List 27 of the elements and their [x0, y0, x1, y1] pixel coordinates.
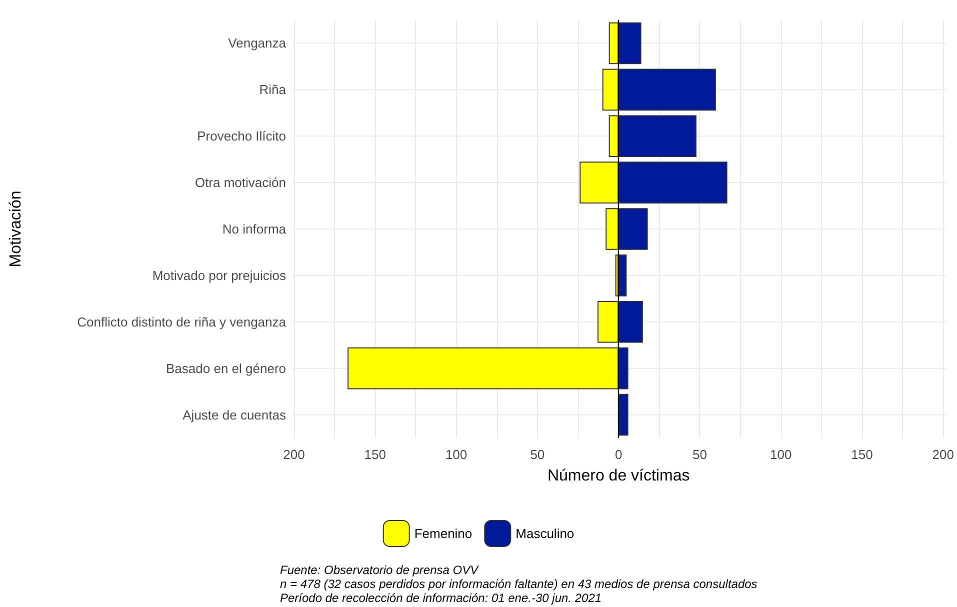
x-tick-label: 50 — [530, 447, 545, 462]
text: Período de recolección de información: 01 ene.-30 jun. 2021 — [280, 591, 603, 605]
bar — [618, 254, 627, 296]
text: n = 478 (32 casos perdidos por información faltante) en 43 medios de prensa consultados — [280, 577, 758, 591]
y-tick-label: Provecho Ilícito — [197, 128, 286, 144]
source-note: Fuente: Observatorio de prensa OVV — [280, 563, 480, 577]
x-tick-label: 50 — [692, 447, 707, 462]
y-tick-label: Venganza — [228, 36, 287, 51]
y-tick-label: Otra motivación — [194, 175, 286, 190]
x-tick-label: 0 — [614, 447, 622, 462]
x-tick-label: 150 — [851, 447, 873, 462]
x-tick-label: 100 — [770, 447, 792, 462]
y-tick-label: Basado en el género — [166, 360, 286, 376]
legend-label: Masculino — [516, 526, 574, 541]
y-axis-title: Motivación — [8, 190, 24, 268]
y-tick-label: Conflicto distinto de riña y venganza — [77, 314, 287, 330]
y-tick-label: Motivado por prejuicios — [152, 268, 286, 283]
y-tick-label: Riña — [259, 82, 287, 98]
x-axis-title: Número de víctimas — [547, 468, 690, 484]
x-tick-label: 100 — [445, 447, 468, 462]
y-tick-label: Ajuste de cuentas — [182, 407, 286, 422]
bar — [618, 394, 628, 436]
x-tick-label: 150 — [364, 447, 386, 462]
y-tick-label: No informa — [222, 222, 287, 236]
x-tick-label: 200 — [932, 447, 954, 462]
legend-label: Femenino — [414, 526, 472, 541]
x-tick-label: 200 — [283, 447, 305, 462]
